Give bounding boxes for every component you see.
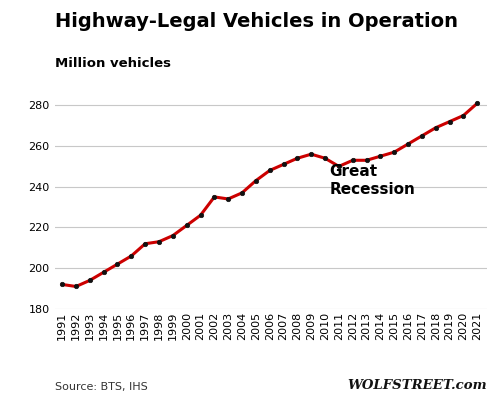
Text: Highway-Legal Vehicles in Operation: Highway-Legal Vehicles in Operation [55,12,457,31]
Text: Million vehicles: Million vehicles [55,57,171,70]
Text: Great
Recession: Great Recession [329,164,414,197]
Text: Source: BTS, IHS: Source: BTS, IHS [55,382,148,392]
Text: WOLFSTREET.com: WOLFSTREET.com [347,379,486,392]
